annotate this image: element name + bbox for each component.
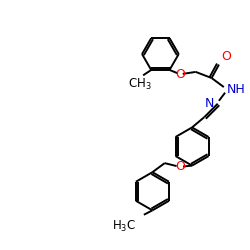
- Text: O: O: [221, 50, 231, 62]
- Text: O: O: [175, 68, 185, 81]
- Text: N: N: [205, 97, 214, 110]
- Text: O: O: [175, 160, 185, 173]
- Text: CH$_3$: CH$_3$: [128, 77, 152, 92]
- Text: H$_3$C: H$_3$C: [112, 219, 136, 234]
- Text: NH: NH: [226, 82, 245, 96]
